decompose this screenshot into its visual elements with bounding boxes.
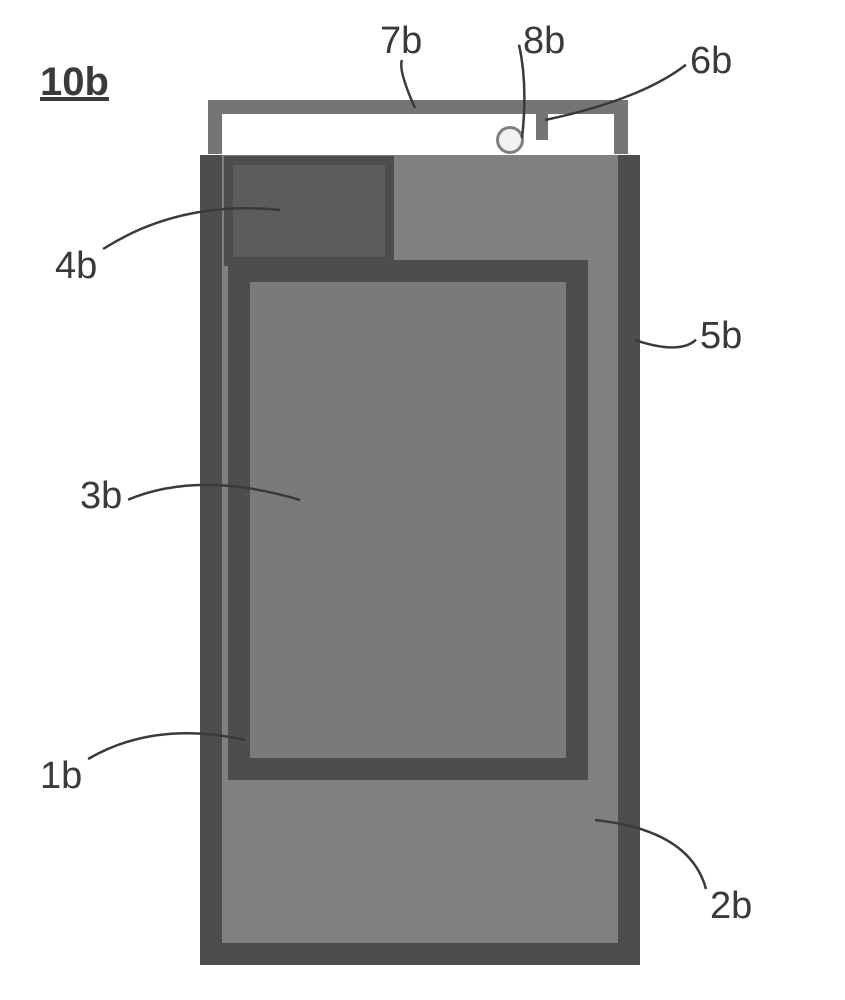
label-2b: 2b: [710, 885, 752, 928]
label-3b: 3b: [80, 475, 122, 518]
label-4b: 4b: [55, 245, 97, 288]
circle-8b: [496, 126, 524, 154]
inner-frame-3b: [228, 260, 588, 780]
antenna-notch: [536, 100, 548, 140]
label-7b: 7b: [380, 20, 422, 63]
label-1b: 1b: [40, 755, 82, 798]
label-5b: 5b: [700, 315, 742, 358]
antenna-top-bar: [208, 100, 628, 114]
diagram-stage: 10b 7b 8b 6b 4b 5b 3b 1b 2b: [0, 0, 845, 1000]
dark-block-4b: [224, 156, 394, 266]
antenna-left-leg: [208, 100, 222, 154]
antenna-right-leg: [614, 100, 628, 154]
label-8b: 8b: [523, 20, 565, 63]
figure-id-label: 10b: [40, 60, 109, 105]
label-6b: 6b: [690, 40, 732, 83]
